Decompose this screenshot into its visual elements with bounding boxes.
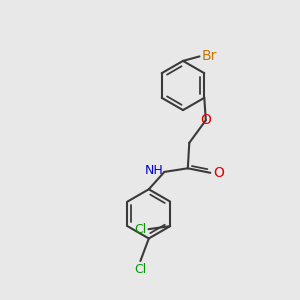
- Text: O: O: [213, 166, 224, 180]
- Text: NH: NH: [145, 164, 164, 178]
- Text: Br: Br: [201, 49, 217, 63]
- Text: Cl: Cl: [134, 223, 146, 236]
- Text: Cl: Cl: [134, 263, 146, 276]
- Text: O: O: [200, 113, 211, 127]
